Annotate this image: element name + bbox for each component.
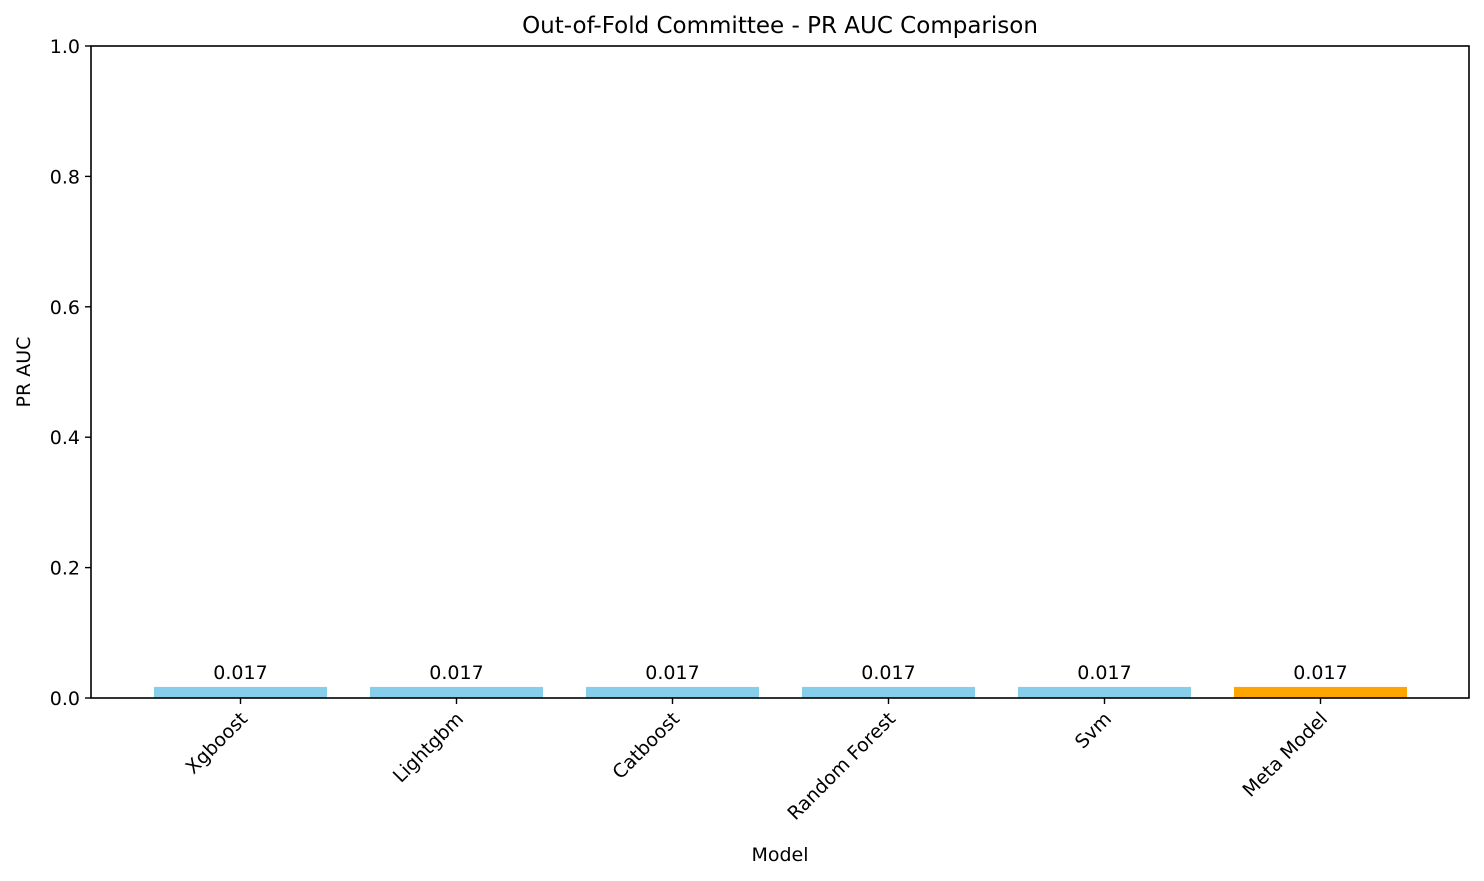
bar-value-label: 0.017 — [213, 662, 267, 684]
bar — [154, 686, 327, 698]
y-tick-label: 1.0 — [50, 36, 80, 58]
bar — [586, 686, 759, 698]
x-axis-label: Model — [751, 844, 808, 866]
x-tick-label: Random Forest — [783, 708, 900, 825]
x-tick-label: Svm — [1071, 708, 1116, 753]
plot-frame — [90, 45, 1470, 699]
x-tick-label: Xgboost — [182, 708, 253, 779]
y-axis-label: PR AUC — [13, 337, 35, 408]
bar-value-label: 0.017 — [645, 662, 699, 684]
bar-value-label: 0.017 — [861, 662, 915, 684]
y-tick-label: 0.8 — [50, 166, 80, 188]
y-tick-label: 0.2 — [50, 558, 80, 580]
bar-value-label: 0.017 — [1293, 662, 1347, 684]
bar-value-label: 0.017 — [429, 662, 483, 684]
y-tick-label: 0.6 — [50, 297, 80, 319]
bar — [1018, 686, 1191, 698]
y-tick-label: 0.0 — [50, 688, 80, 710]
y-tick-label: 0.4 — [50, 427, 80, 449]
x-tick-label: Meta Model — [1239, 708, 1333, 802]
bar — [1234, 686, 1407, 698]
bar-value-label: 0.017 — [1077, 662, 1131, 684]
x-tick-label: Catboost — [608, 708, 684, 784]
x-tick-label: Lightgbm — [389, 708, 468, 787]
plot-area: 0.0 0.2 0.4 0.6 0.8 1.0 0.017 Xgboost 0.017 Light… — [50, 36, 1407, 825]
bar — [370, 686, 543, 698]
bar — [802, 686, 975, 698]
chart-title: Out-of-Fold Committee - PR AUC Compariso… — [522, 13, 1038, 39]
